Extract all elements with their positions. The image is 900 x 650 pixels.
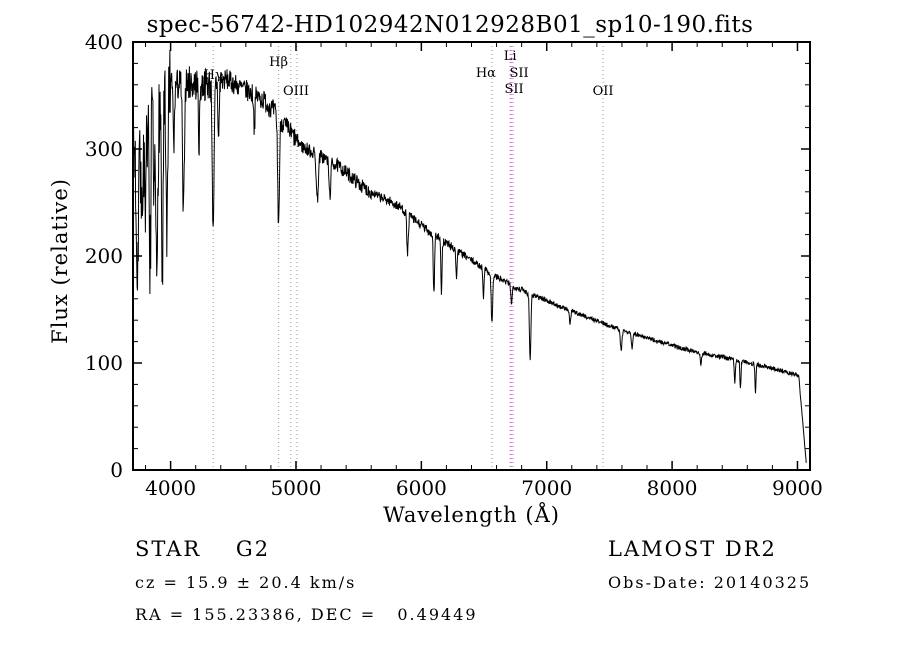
footer-right: LAMOST DR2 Obs-Date: 20140325	[608, 537, 811, 605]
cz-value-label: cz = 15.9 ± 20.4 km/s	[135, 573, 357, 592]
line-marker-label: OIII	[283, 84, 309, 99]
line-marker-label: Li	[504, 49, 517, 64]
x-axis-label: Wavelength (Å)	[383, 503, 560, 527]
x-tick-label: 7000	[521, 476, 572, 500]
y-tick-label: 300	[85, 137, 123, 161]
obs-date-label: Obs-Date: 20140325	[608, 573, 812, 592]
survey-name-label: LAMOST DR2	[608, 537, 777, 561]
y-tick-label: 400	[85, 30, 123, 54]
y-tick-label: 0	[110, 458, 123, 482]
line-marker-label: OII	[593, 84, 614, 99]
x-tick-label: 8000	[647, 476, 698, 500]
x-tick-label: 4000	[145, 476, 196, 500]
line-marker-label: SII	[505, 82, 524, 97]
y-tick-label: 200	[85, 244, 123, 268]
y-axis-label: Flux (relative)	[48, 178, 72, 344]
plot-title: spec-56742-HD102942N012928B01_sp10-190.f…	[146, 12, 754, 38]
line-marker-label: SII	[510, 66, 529, 81]
footer-left: STAR G2 cz = 15.9 ± 20.4 km/s RA = 155.2…	[135, 537, 478, 637]
x-tick-label: 6000	[396, 476, 447, 500]
spectrum-line	[132, 49, 807, 463]
axes-frame	[132, 41, 811, 471]
object-class-label: STAR G2	[135, 537, 271, 561]
line-marker-label: Hα	[476, 66, 496, 81]
ra-dec-label: RA = 155.23386, DEC = 0.49449	[135, 605, 478, 624]
y-tick-label: 100	[85, 351, 123, 375]
x-tick-label: 9000	[772, 476, 823, 500]
x-tick-label: 5000	[271, 476, 322, 500]
line-marker-label: Hβ	[269, 55, 288, 70]
